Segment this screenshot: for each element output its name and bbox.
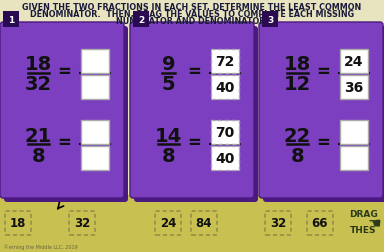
Text: 24: 24 [160,217,176,230]
Bar [211,75,239,99]
FancyBboxPatch shape [130,23,254,198]
Text: 84: 84 [196,217,212,230]
Text: 21: 21 [25,126,52,145]
Text: DENOMINATOR.  THEN, DRAG THE VALUES TO COMPLETE EACH MISSING: DENOMINATOR. THEN, DRAG THE VALUES TO CO… [30,10,354,19]
Text: 36: 36 [344,80,364,94]
Bar [133,12,149,28]
FancyBboxPatch shape [259,23,383,198]
FancyBboxPatch shape [0,23,124,198]
Text: =: = [58,134,71,151]
Text: 18: 18 [284,55,311,74]
FancyBboxPatch shape [265,211,291,235]
Text: 32: 32 [74,217,90,230]
FancyBboxPatch shape [191,211,217,235]
FancyBboxPatch shape [134,27,258,202]
Bar [340,146,368,170]
Text: 1: 1 [8,15,14,24]
FancyBboxPatch shape [69,211,95,235]
FancyBboxPatch shape [155,211,181,235]
Text: 40: 40 [215,151,235,165]
Text: 8: 8 [162,146,175,165]
Text: 2: 2 [138,15,144,24]
Text: GIVEN THE TWO FRACTIONS IN EACH SET, DETERMINE THE LEAST COMMON: GIVEN THE TWO FRACTIONS IN EACH SET, DET… [22,3,362,12]
Text: 8: 8 [291,146,304,165]
Text: ☚: ☚ [368,215,382,230]
Text: 32: 32 [270,217,286,230]
Text: 18: 18 [10,217,26,230]
Text: 72: 72 [215,54,235,68]
Text: 70: 70 [215,125,235,139]
Text: 3: 3 [267,15,273,24]
Text: =: = [316,134,330,151]
Text: 40: 40 [215,80,235,94]
Bar [340,120,368,144]
FancyBboxPatch shape [5,211,31,235]
Bar [0,195,384,252]
FancyBboxPatch shape [307,211,333,235]
Bar [81,120,109,144]
Bar [340,49,368,73]
Bar [211,49,239,73]
Text: THES: THES [350,226,376,235]
Text: 24: 24 [344,54,364,68]
Text: 8: 8 [31,146,45,165]
Bar [81,49,109,73]
Bar [211,146,239,170]
Bar [81,75,109,99]
Text: 12: 12 [284,75,311,94]
Text: 22: 22 [284,126,311,145]
Bar [3,12,19,28]
Text: DRAG: DRAG [349,210,377,219]
Bar [262,12,278,28]
Text: 32: 32 [25,75,52,94]
Text: ©erning the Middle LLC, 2019: ©erning the Middle LLC, 2019 [4,243,78,249]
FancyBboxPatch shape [263,27,384,202]
Text: =: = [187,62,201,80]
Text: 18: 18 [25,55,52,74]
Text: 5: 5 [162,75,175,94]
Text: 14: 14 [155,126,182,145]
Bar [81,146,109,170]
FancyBboxPatch shape [4,27,128,202]
Bar [211,120,239,144]
Text: =: = [316,62,330,80]
Text: 9: 9 [162,55,175,74]
Text: NUMERATOR AND DENOMINATOR.: NUMERATOR AND DENOMINATOR. [116,17,268,26]
Text: 66: 66 [312,217,328,230]
Text: =: = [58,62,71,80]
Bar [340,75,368,99]
Text: =: = [187,134,201,151]
